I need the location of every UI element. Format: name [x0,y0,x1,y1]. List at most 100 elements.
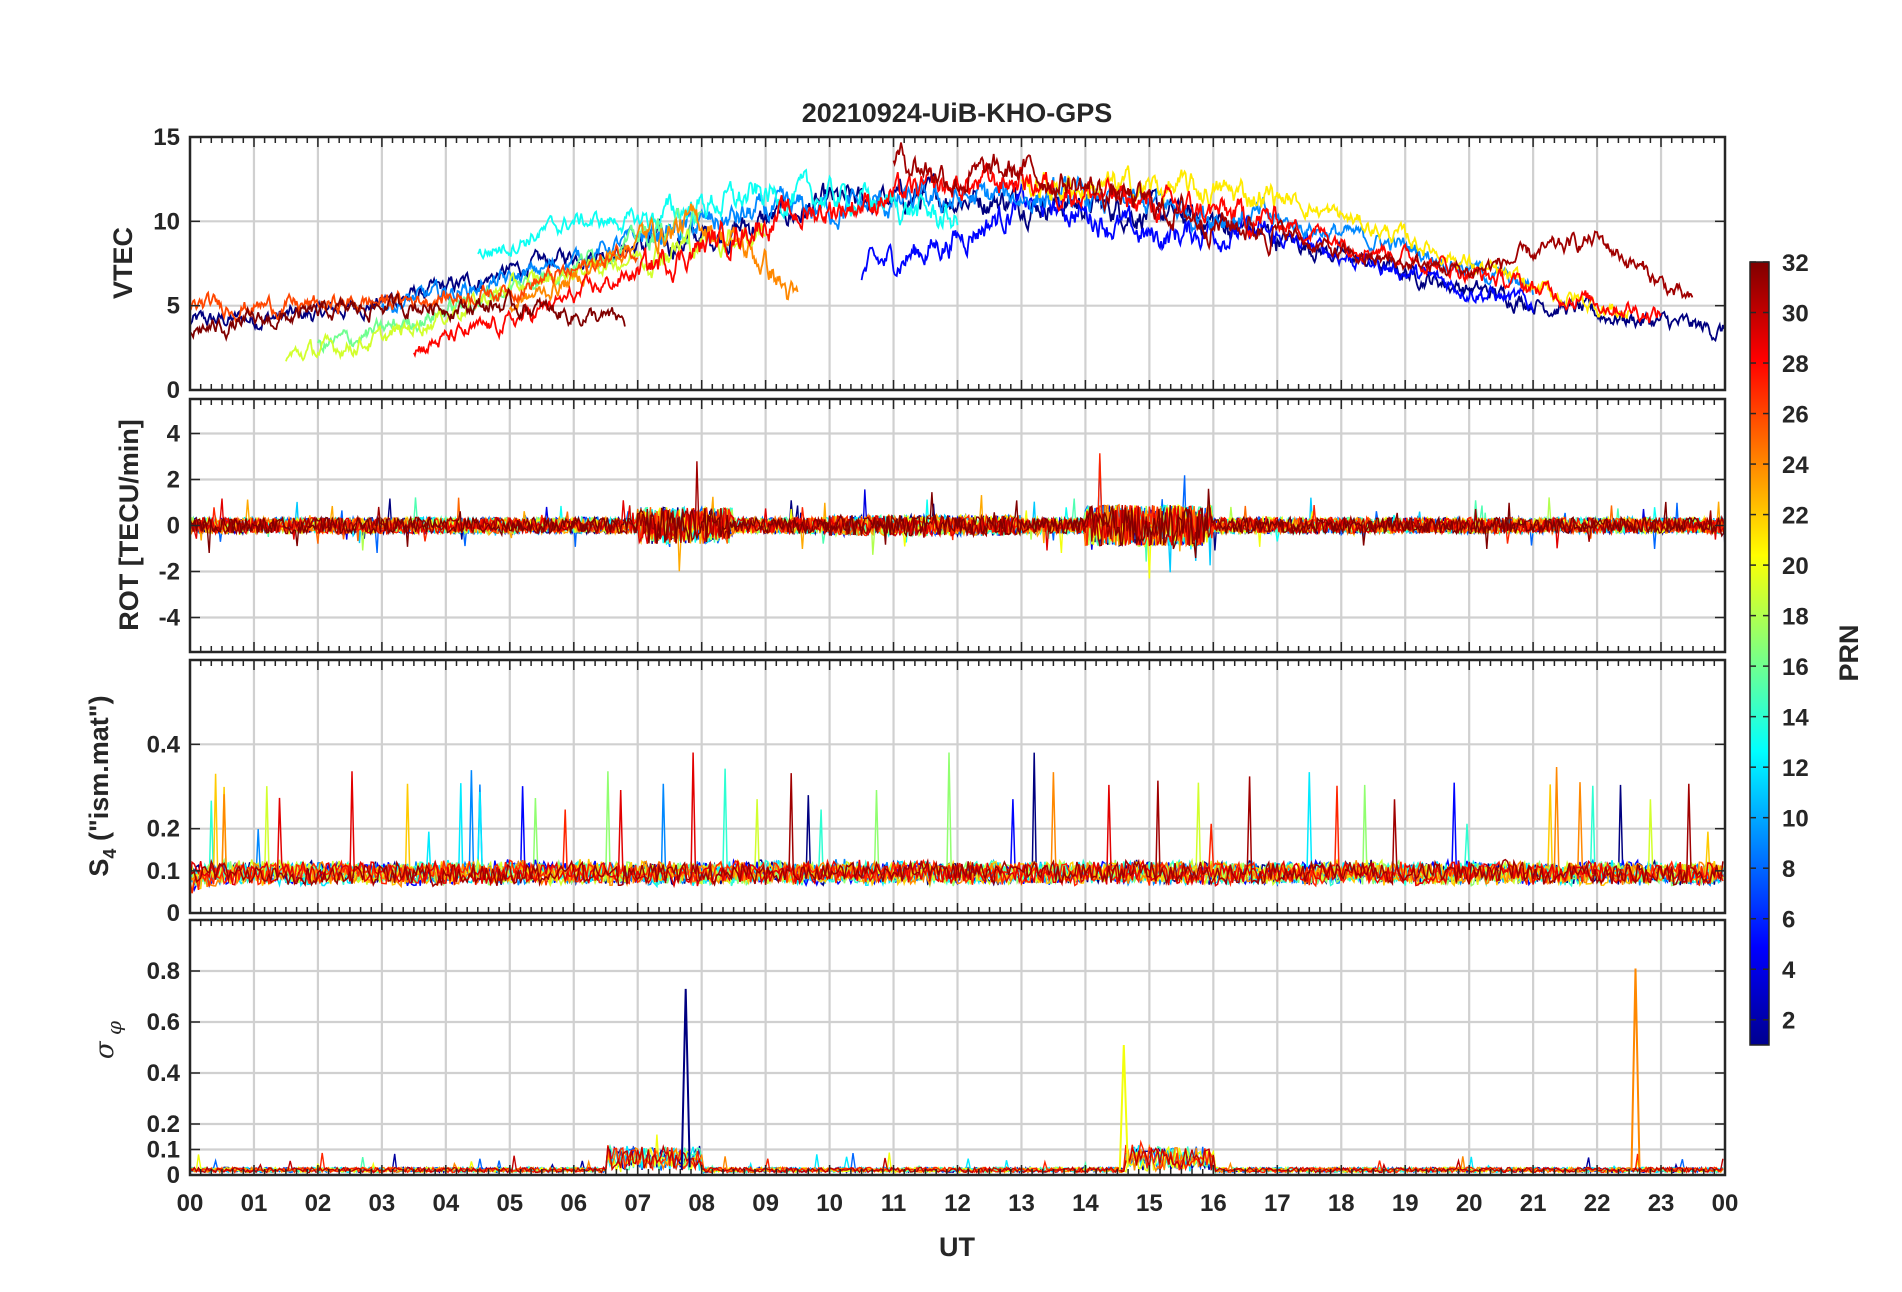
x-tick-label: 04 [432,1190,459,1217]
vtec-series-line [1020,165,1630,320]
colorbar-tick-label: 10 [1782,806,1809,833]
panel-s4-ylabel-subscript: 4 [100,849,120,859]
panel-rot-ylabel: ROT [TECU/min] [114,419,144,630]
colorbar-gradient [1749,261,1770,1046]
x-tick-label: 19 [1392,1190,1419,1217]
y-tick-label: 2 [167,467,180,494]
colorbar-tick-label: 28 [1782,351,1809,378]
x-tick-label: 15 [1136,1190,1163,1217]
chart-title: 20210924-UiB-KHO-GPS [802,98,1113,128]
y-tick-label: 0.1 [147,1137,180,1164]
x-tick-label: 09 [752,1190,779,1217]
panel-vtec-ylabel: VTEC [108,227,138,299]
x-tick-label: 06 [560,1190,587,1217]
x-tick-label: 00 [177,1190,204,1217]
x-tick-label: 05 [496,1190,523,1217]
x-tick-label: 02 [305,1190,332,1217]
x-tick-label: 22 [1584,1190,1611,1217]
panel-s4-ylabel: S4 ("ism.mat") [84,695,120,876]
x-tick-label: 17 [1264,1190,1291,1217]
vtec-series-line [381,175,1534,314]
colorbar-tick-label: 8 [1782,856,1795,883]
colorbar-tick-label: 14 [1782,705,1809,732]
x-tick-label: 23 [1648,1190,1675,1217]
x-tick-label: 11 [881,1190,906,1217]
sigma-phi-spike [1630,968,1641,1170]
sigma-phi-spike [1118,1044,1129,1170]
panel-rot: -4 -2 0 2 4 ROT [TECU/min] [114,397,1727,654]
x-tick-label: 18 [1328,1190,1355,1217]
y-tick-label: 0.4 [147,1060,181,1087]
panel-vtec-frame [188,135,1727,392]
x-axis-label: UT [939,1232,975,1262]
x-tick-label: 03 [369,1190,396,1217]
rot-series-line [190,488,1725,559]
x-tick-label: 13 [1008,1190,1035,1217]
y-tick-label: -2 [159,559,180,586]
colorbar-tick-label: 32 [1782,250,1809,277]
colorbar-tick-label: 22 [1782,503,1809,530]
y-tick-label: 0.2 [147,1111,180,1138]
x-tick-label: 20 [1456,1190,1483,1217]
panel-s4-ticks: 0 0.1 0.2 0.4 [147,660,1726,927]
x-tick-label: 10 [816,1190,843,1217]
colorbar-tick-label: 4 [1782,957,1796,984]
x-tick-label: 07 [624,1190,651,1217]
panel-sigma-phi-grid [190,920,1725,1175]
colorbar-tick-label: 20 [1782,553,1809,580]
panel-s4-frame [188,658,1727,915]
colorbar-tick-label: 18 [1782,604,1809,631]
s4-series-line [190,773,1724,888]
panel-sigma-phi-ylabel: σ φ [90,1021,126,1059]
vtec-series-line [860,183,1534,313]
x-axis-tick-labels: 00 01 02 03 04 05 06 07 08 09 10 11 12 13 14 15 16 17 18 19… [177,1190,1739,1217]
x-tick-label: 01 [241,1190,268,1217]
y-tick-label: -4 [159,605,181,632]
colorbar-tick-label: 24 [1782,452,1809,479]
y-tick-label: 0 [167,900,180,927]
colorbar-tick-label: 6 [1782,907,1795,934]
y-tick-label: 0 [167,513,180,540]
x-tick-label: 00 [1712,1190,1739,1217]
y-tick-label: 4 [167,421,181,448]
panel-rot-lines [190,453,1725,579]
vtec-series-line [190,287,626,342]
y-tick-label: 0 [167,1162,180,1189]
panel-rot-frame [188,397,1727,654]
colorbar-tick-label: 2 [1782,1008,1795,1035]
x-tick-label: 12 [944,1190,971,1217]
colorbar-tick-label: 30 [1782,301,1809,328]
panel-s4-lines [190,752,1724,894]
x-tick-label: 16 [1200,1190,1227,1217]
y-tick-label: 0 [167,377,180,404]
colorbar-label: PRN [1834,624,1864,681]
y-tick-label: 0.6 [147,1009,180,1036]
x-tick-label: 21 [1520,1190,1547,1217]
panel-vtec: 0 5 10 15 VTEC [108,124,1727,404]
y-tick-label: 0.1 [147,858,180,885]
rot-series-line [190,461,1725,547]
vtec-series-line [413,161,1662,358]
x-tick-label: 08 [688,1190,715,1217]
sigma-phi-spike [680,988,691,1170]
panel-sigma-phi: 00.10.2 0.4 0.6 0.8 σ φ [90,918,1727,1189]
panel-sigma-phi-ticks: 00.10.2 0.4 0.6 0.8 [147,920,1726,1189]
colorbar-tick-label: 12 [1782,755,1809,782]
colorbar-tick-label: 26 [1782,402,1809,429]
vtec-series-line [892,142,1694,300]
y-tick-label: 0.4 [147,731,181,758]
panel-sigma-phi-frame [188,918,1727,1177]
panel-vtec-lines [190,142,1725,362]
y-tick-label: 5 [167,293,180,320]
colorbar-tick-label: 16 [1782,654,1809,681]
panel-rot-ticks: -4 -2 0 2 4 [159,399,1726,652]
y-tick-label: 15 [153,124,180,151]
y-tick-label: 0.2 [147,816,180,843]
y-tick-label: 10 [153,208,180,235]
y-tick-label: 0.8 [147,958,180,985]
panel-s4: 0 0.1 0.2 0.4 S4 ("ism.mat") [84,658,1727,927]
x-tick-label: 14 [1072,1190,1099,1217]
